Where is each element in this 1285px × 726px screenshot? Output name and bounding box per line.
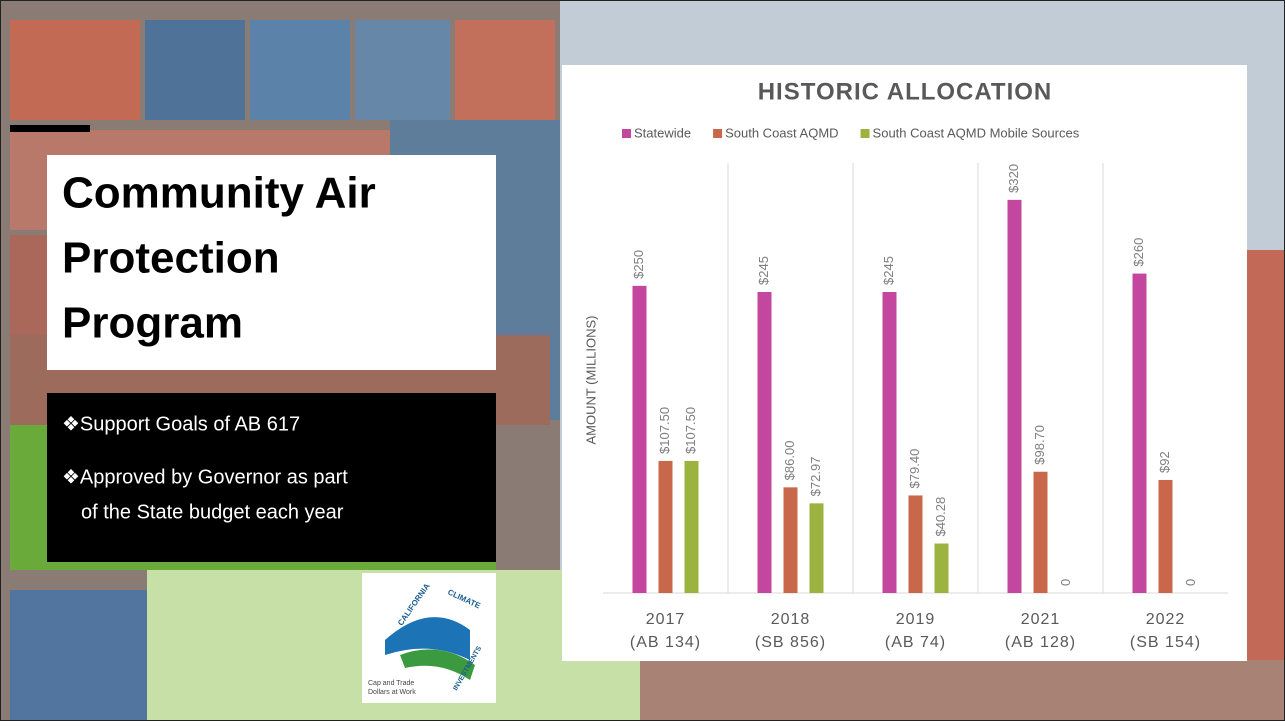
legend-label: South Coast AQMD Mobile Sources bbox=[873, 125, 1080, 140]
x-tick-label: 2017 bbox=[646, 611, 686, 628]
bar bbox=[1133, 274, 1147, 593]
legend-swatch bbox=[713, 129, 722, 138]
bullet-text: ❖Approved by Governor as part bbox=[62, 466, 348, 488]
bar bbox=[909, 495, 923, 593]
x-tick-label: (SB 856) bbox=[755, 634, 826, 651]
page: Community Air Protection Program ❖Support … bbox=[0, 0, 1285, 721]
data-label: $86.00 bbox=[782, 441, 797, 481]
data-label: $107.50 bbox=[683, 407, 698, 454]
title-line: Community Air bbox=[62, 169, 376, 218]
x-tick-label: 2019 bbox=[896, 611, 936, 628]
x-tick-label: (AB 128) bbox=[1005, 634, 1076, 651]
data-label: $245 bbox=[756, 256, 771, 285]
data-label: 0 bbox=[1058, 579, 1073, 586]
legend-label: Statewide bbox=[634, 125, 691, 140]
data-label: $245 bbox=[881, 256, 896, 285]
legend-label: South Coast AQMD bbox=[725, 125, 838, 140]
data-label: 0 bbox=[1183, 579, 1198, 586]
bar bbox=[935, 544, 949, 593]
logo-tagline: Dollars at Work bbox=[368, 689, 416, 696]
data-label: $79.40 bbox=[907, 449, 922, 489]
bullet-text: of the State budget each year bbox=[81, 501, 344, 523]
data-label: $98.70 bbox=[1032, 425, 1047, 465]
slide: Community Air Protection Program ❖Support … bbox=[0, 0, 1285, 721]
x-tick-label: (AB 134) bbox=[630, 634, 701, 651]
bar bbox=[633, 286, 647, 593]
legend-swatch bbox=[622, 129, 631, 138]
data-label: $260 bbox=[1131, 238, 1146, 267]
x-tick-label: (SB 154) bbox=[1130, 634, 1201, 651]
data-label: $72.97 bbox=[808, 457, 823, 497]
data-label: $320 bbox=[1006, 164, 1021, 193]
bar bbox=[659, 461, 673, 593]
data-label: $250 bbox=[631, 250, 646, 279]
chart-title: HISTORIC ALLOCATION bbox=[758, 78, 1053, 105]
bar bbox=[1034, 472, 1048, 593]
x-tick-label: 2022 bbox=[1146, 611, 1186, 628]
data-label: $92 bbox=[1157, 451, 1172, 473]
bar bbox=[883, 292, 897, 593]
bar bbox=[758, 292, 772, 593]
x-tick-label: 2021 bbox=[1021, 611, 1061, 628]
bar bbox=[1159, 480, 1173, 593]
bar bbox=[1008, 200, 1022, 593]
bar bbox=[784, 487, 798, 593]
x-tick-label: (AB 74) bbox=[885, 634, 946, 651]
x-tick-label: 2018 bbox=[771, 611, 811, 628]
data-label: $40.28 bbox=[933, 497, 948, 537]
legend-swatch bbox=[861, 129, 870, 138]
logo-tagline: Cap and Trade bbox=[368, 680, 414, 687]
data-label: $107.50 bbox=[657, 407, 672, 454]
bullet-text: ❖Support Goals of AB 617 bbox=[62, 413, 300, 435]
bar bbox=[685, 461, 699, 593]
y-axis-label: AMOUNT (MILLIONS) bbox=[583, 315, 598, 444]
bar bbox=[810, 503, 824, 593]
title-line: Protection bbox=[62, 234, 280, 283]
title-line: Program bbox=[62, 299, 243, 348]
